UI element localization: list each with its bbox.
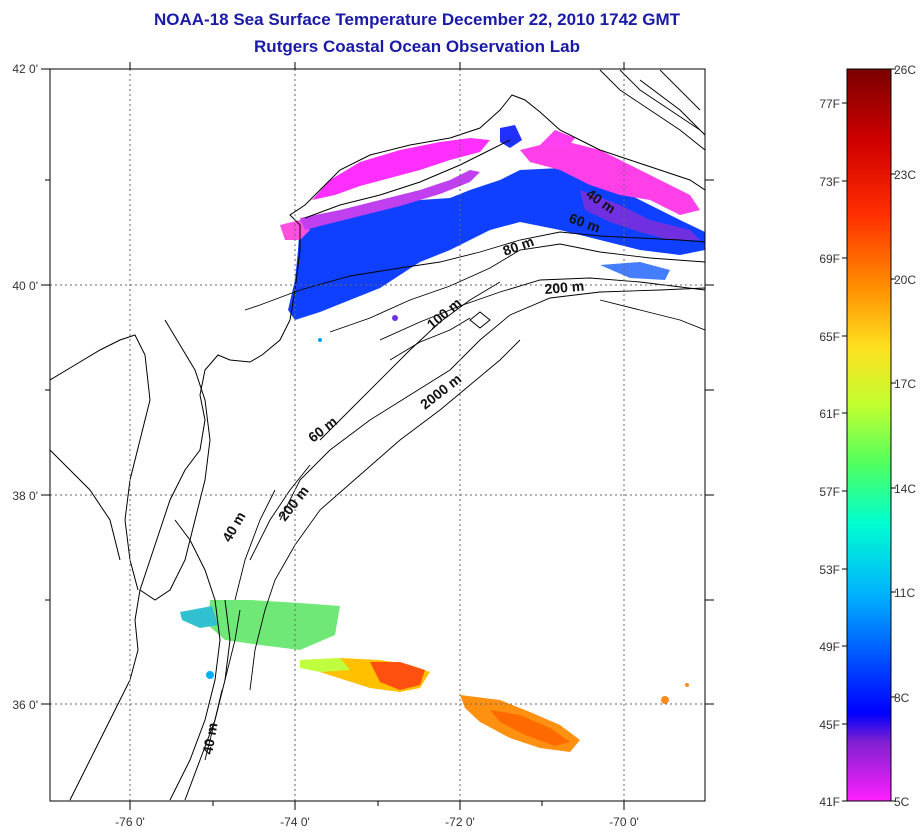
sst-speck-2 [685,683,689,687]
title-line-1: NOAA-18 Sea Surface Temperature December… [154,10,681,29]
sst-patch-hatteras-hot [370,662,425,690]
lon-tick-label: -74 0' [280,815,310,829]
lat-tick-labels: 42 0' 40 0' 38 0' 36 0' [12,62,38,712]
celsius-label: 26C [894,63,916,77]
sst-patch-hatteras-cool [300,658,350,672]
map-area: 40 m 60 m 80 m 200 m 100 m 2000 m 60 m 2… [50,69,705,801]
sst-overlay [180,125,705,752]
sst-patch-virginia [208,600,340,650]
celsius-label: 23C [894,168,916,182]
isobath-label: 200 m [544,278,585,297]
isobath-contours [204,69,705,761]
coastline [50,79,705,801]
celsius-label: 11C [894,586,915,600]
sst-patch-cape-cod [540,130,575,150]
colorbar-fahrenheit-labels: 77F 73F 69F 65F 61F 57F 53F 49F 45F 41F [819,97,840,809]
sst-patch-gulf-stream-core [490,710,570,746]
sst-patch-offshore-strip [600,262,670,280]
lat-tick-label: 38 0' [12,489,38,503]
fahrenheit-label: 77F [819,97,840,111]
fahrenheit-label: 41F [819,795,840,809]
lat-tick-label: 42 0' [12,62,38,76]
colorbar-celsius-labels: 26C 23C 20C 17C 14C 11C 8C 5C [894,63,916,809]
fahrenheit-label: 69F [819,252,840,266]
fahrenheit-label: 49F [819,640,840,654]
sst-speck-3 [206,671,214,679]
fahrenheit-label: 73F [819,175,840,189]
map-ticks [41,62,714,810]
colorbar-gradient [846,68,892,802]
sst-patch-long-island [312,138,490,200]
sst-speck-1 [661,696,669,704]
colorbar: 26C 23C 20C 17C 14C 11C 8C 5C 77F 73F 69… [819,63,916,809]
graticule [50,69,705,801]
fahrenheit-label: 61F [819,407,840,421]
lat-tick-label: 40 0' [12,279,38,293]
sst-patch-virginia-edge [180,606,218,628]
fahrenheit-label: 57F [819,485,840,499]
sst-patch-ri-shelf [580,190,700,240]
sst-speck-4 [392,315,398,321]
lon-tick-labels: -76 0' -74 0' -72 0' -70 0' [115,815,639,829]
celsius-label: 17C [894,377,916,391]
fahrenheit-label: 53F [819,563,840,577]
fahrenheit-label: 65F [819,330,840,344]
celsius-label: 8C [894,691,910,705]
sst-speck-5 [318,338,322,342]
lon-tick-label: -70 0' [609,815,639,829]
sst-patch-block-island [520,140,700,215]
colorbar-ticks [842,68,896,802]
celsius-label: 14C [894,482,916,496]
lon-tick-label: -72 0' [445,815,475,829]
title-line-2: Rutgers Coastal Ocean Observation Lab [254,37,580,56]
lat-tick-label: 36 0' [12,698,38,712]
celsius-label: 20C [894,273,916,287]
celsius-label: 5C [894,795,910,809]
isobath-label: 40 m [199,721,220,755]
sst-patch-li-south [300,170,480,230]
lon-tick-label: -76 0' [115,815,145,829]
fahrenheit-label: 45F [819,718,840,732]
